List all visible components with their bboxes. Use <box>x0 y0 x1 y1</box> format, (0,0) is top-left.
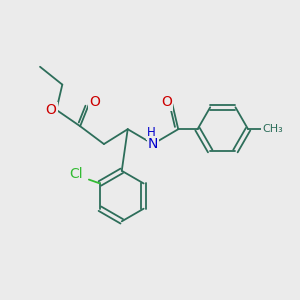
Text: CH₃: CH₃ <box>262 124 283 134</box>
Text: O: O <box>89 95 100 110</box>
Text: O: O <box>46 103 56 117</box>
Text: H: H <box>147 126 156 139</box>
Text: Cl: Cl <box>69 167 83 181</box>
Text: O: O <box>161 95 172 110</box>
Text: N: N <box>148 137 158 151</box>
